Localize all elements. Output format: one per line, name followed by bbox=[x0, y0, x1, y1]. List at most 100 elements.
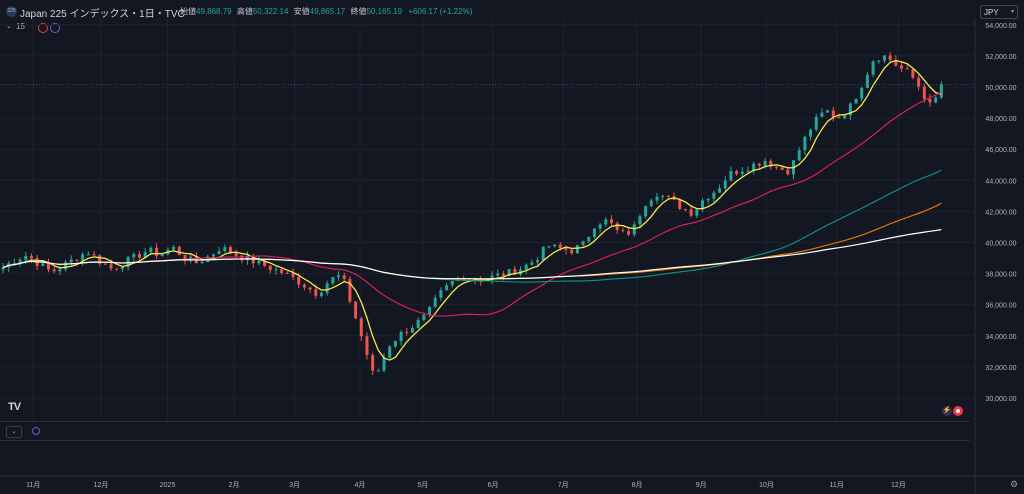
ohlc-readout: 始値49,868.79 高値50,322.14 安値49,865.17 終値50… bbox=[177, 6, 472, 17]
x-tick-label: 11月 bbox=[830, 481, 844, 489]
candle-body bbox=[757, 163, 761, 166]
candle-body bbox=[228, 247, 232, 254]
x-tick-label: 12月 bbox=[891, 481, 906, 489]
x-tick-label: 8月 bbox=[632, 481, 643, 489]
candle-body bbox=[177, 246, 181, 256]
candle-body bbox=[678, 199, 682, 209]
time-axis: 11月 12月 2025 2月 3月 4月 5月 6月 7月 8月 9月 10月 11月 12月 bbox=[0, 475, 1024, 489]
candle-body bbox=[632, 224, 636, 235]
candle-body bbox=[848, 103, 852, 116]
x-tick-label: 10月 bbox=[759, 481, 774, 489]
candle-body bbox=[894, 59, 898, 66]
candle-body bbox=[268, 265, 272, 270]
candle-body bbox=[98, 255, 102, 264]
indicator-count[interactable]: 15 bbox=[16, 22, 25, 31]
x-tick-label: 7月 bbox=[558, 481, 569, 489]
candle-body bbox=[405, 331, 409, 333]
y-tick-label: 38,000.00 bbox=[985, 272, 1016, 279]
record-icon[interactable] bbox=[953, 406, 963, 416]
high-label: 高値 bbox=[236, 7, 253, 16]
candle-body bbox=[439, 290, 443, 298]
candle-body bbox=[325, 283, 329, 293]
candle-body bbox=[496, 273, 500, 276]
candle-body bbox=[137, 254, 141, 258]
y-tick-label: 44,000.00 bbox=[985, 178, 1016, 185]
candle-body bbox=[120, 267, 124, 269]
candle-body bbox=[581, 241, 585, 246]
candle-body bbox=[723, 180, 727, 189]
candle-body bbox=[610, 219, 614, 224]
candle-body bbox=[234, 253, 238, 256]
low-value: 49,865.17 bbox=[309, 7, 346, 16]
candle-body bbox=[342, 275, 346, 280]
candle-body bbox=[683, 208, 687, 210]
candle-body bbox=[501, 273, 505, 276]
y-tick-label: 30,000.00 bbox=[985, 396, 1016, 403]
change-value: +606.17 (+1.22%) bbox=[408, 7, 473, 16]
close-label: 終値 bbox=[350, 7, 367, 16]
candle-body bbox=[428, 306, 432, 315]
candle-body bbox=[763, 160, 767, 166]
candle-body bbox=[865, 74, 869, 88]
candle-body bbox=[371, 355, 375, 371]
candle-body bbox=[274, 269, 278, 271]
candle-body bbox=[52, 269, 56, 272]
y-tick-label: 48,000.00 bbox=[985, 116, 1016, 123]
candle-body bbox=[564, 248, 568, 250]
indicator-visibility-icon[interactable] bbox=[50, 23, 60, 33]
y-tick-label: 42,000.00 bbox=[985, 209, 1016, 216]
candle-body bbox=[115, 268, 119, 270]
candle-body bbox=[200, 261, 204, 264]
candle-body bbox=[786, 169, 790, 175]
candle-body bbox=[814, 116, 818, 130]
candle-body bbox=[382, 357, 386, 371]
candle-body bbox=[809, 129, 813, 137]
candle-body bbox=[536, 260, 540, 263]
moving-average-line bbox=[2, 229, 942, 280]
candle-body bbox=[706, 198, 710, 201]
candle-body bbox=[718, 188, 722, 193]
close-value: 50,165.19 bbox=[366, 7, 403, 16]
candle-body bbox=[246, 255, 250, 261]
candle-body bbox=[882, 55, 886, 61]
candle-body bbox=[490, 275, 494, 280]
lightning-icon[interactable]: ⚡ bbox=[942, 406, 952, 416]
tradingview-logo[interactable]: TV bbox=[8, 401, 21, 413]
candle-body bbox=[240, 255, 244, 261]
candle-body bbox=[769, 160, 773, 167]
candle-body bbox=[547, 246, 551, 248]
currency-select[interactable]: JPY ▾ bbox=[980, 5, 1018, 19]
low-label: 安値 bbox=[293, 7, 310, 16]
candle-body bbox=[416, 319, 420, 328]
candle-body bbox=[64, 262, 68, 270]
candle-body bbox=[376, 370, 380, 372]
candle-body bbox=[285, 272, 289, 274]
candle-body bbox=[598, 224, 602, 229]
candle-body bbox=[928, 98, 932, 103]
candle-body bbox=[399, 331, 403, 341]
collapse-pane-button[interactable]: ⌄ bbox=[6, 426, 22, 438]
candle-body bbox=[86, 254, 90, 256]
candle-body bbox=[132, 254, 136, 258]
indicators-row: ⌄ 15 bbox=[6, 22, 76, 34]
candle-body bbox=[644, 206, 648, 217]
indicator-settings-icon[interactable] bbox=[38, 23, 48, 33]
candle-body bbox=[524, 264, 528, 270]
moving-average-line bbox=[2, 169, 942, 283]
x-tick-label: 2025 bbox=[160, 482, 176, 489]
candle-body bbox=[604, 219, 608, 225]
candle-body bbox=[695, 209, 699, 216]
gear-icon[interactable]: ⚙ bbox=[1010, 479, 1019, 489]
candle-body bbox=[649, 200, 653, 207]
candle-body bbox=[740, 171, 744, 174]
candle-body bbox=[587, 236, 591, 242]
indicator-icon[interactable] bbox=[32, 427, 40, 435]
chevron-down-icon[interactable]: ⌄ bbox=[6, 23, 12, 30]
x-tick-label: 2月 bbox=[229, 481, 240, 489]
x-tick-label: 6月 bbox=[488, 481, 499, 489]
candle-body bbox=[319, 292, 323, 296]
candle-body bbox=[257, 260, 261, 264]
symbol-title[interactable]: Japan 225 インデックス・1日・TVC bbox=[20, 9, 185, 20]
candle-body bbox=[354, 301, 358, 319]
